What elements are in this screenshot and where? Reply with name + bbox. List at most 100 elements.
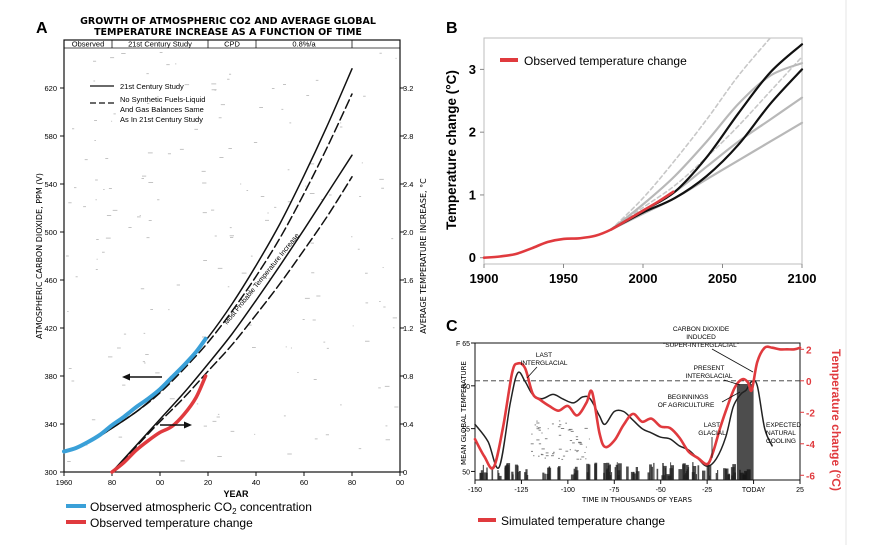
x-tick-label: -50 bbox=[656, 487, 666, 494]
scan-speck bbox=[128, 227, 132, 228]
scan-speck bbox=[271, 88, 275, 89]
scan-speck bbox=[67, 311, 69, 312]
scan-speck bbox=[365, 340, 370, 342]
y-tick-label: 55 bbox=[462, 427, 470, 434]
scan-speck bbox=[142, 175, 147, 177]
legend-temp-label: Observed temperature change bbox=[90, 516, 253, 530]
svg-text:NATURAL: NATURAL bbox=[766, 430, 796, 437]
scan-speck bbox=[357, 248, 360, 250]
scan-speck bbox=[351, 236, 353, 238]
scan-speck bbox=[306, 95, 310, 96]
ice-speck bbox=[536, 426, 538, 428]
ice-block-today bbox=[736, 384, 754, 480]
panel-b-series bbox=[482, 37, 804, 259]
ice-speck bbox=[616, 462, 618, 480]
x-tick-label: 40 bbox=[252, 478, 260, 487]
scan-speck bbox=[260, 196, 265, 197]
x-tick-label: 00 bbox=[396, 478, 404, 487]
y-tick-label: 500 bbox=[44, 228, 57, 237]
scan-speck bbox=[94, 120, 97, 121]
panel-a-ticks: 1960 80 00 20 40 60 80 00 300 340 380 420 460 500 540 5… bbox=[44, 84, 413, 487]
x-tick-label: -75 bbox=[609, 487, 619, 494]
scan-speck bbox=[75, 276, 78, 278]
ice-speck bbox=[558, 434, 562, 436]
scan-speck bbox=[214, 235, 217, 237]
ice-speck bbox=[545, 455, 549, 457]
series-model-dashed-1 bbox=[610, 37, 771, 231]
scan-speck bbox=[184, 84, 190, 86]
panel-c-ticks: -150 -125 -100 -75 -50 -25 TODAY 25 50 55 60 F 65 2 0… bbox=[456, 341, 815, 494]
annotation-beginnings-of-agriculture: BEGINNINGS OF AGRICULTURE bbox=[658, 391, 741, 409]
ice-speck bbox=[557, 426, 561, 428]
scan-speck bbox=[382, 267, 384, 268]
series-model-gray-3 bbox=[610, 121, 804, 231]
ice-speck bbox=[706, 462, 709, 480]
scan-speck bbox=[140, 288, 145, 290]
ice-speck bbox=[544, 457, 546, 459]
scan-speck bbox=[93, 60, 97, 62]
panel-a-right-ylabel: AVERAGE TEMPERATURE INCREASE, °C bbox=[419, 178, 428, 334]
x-tick-label: TODAY bbox=[742, 487, 766, 494]
ice-speck bbox=[647, 472, 650, 480]
x-tick-label: 1900 bbox=[470, 271, 499, 286]
scan-speck bbox=[254, 433, 256, 435]
scan-speck bbox=[71, 380, 75, 382]
y2-tick-label: 0 bbox=[806, 377, 812, 388]
scan-speck bbox=[321, 199, 324, 200]
ice-speck bbox=[586, 472, 590, 480]
scan-speck bbox=[150, 309, 153, 310]
y2-tick-label: 1.6 bbox=[403, 276, 413, 285]
scan-speck bbox=[142, 361, 145, 363]
ice-speck bbox=[584, 452, 586, 453]
scan-speck bbox=[358, 448, 362, 450]
series-temp-no-synfuels bbox=[111, 176, 353, 473]
scan-speck bbox=[314, 438, 318, 440]
ice-speck bbox=[552, 453, 555, 455]
scan-speck bbox=[340, 126, 343, 128]
panel-a-series bbox=[62, 68, 353, 474]
scan-speck bbox=[211, 83, 217, 85]
panel-a-letter: A bbox=[36, 20, 48, 37]
scan-speck bbox=[297, 372, 299, 373]
scan-speck bbox=[274, 206, 277, 208]
y2-tick-label: 2.8 bbox=[403, 132, 413, 141]
scan-speck bbox=[202, 212, 207, 214]
x-tick-label: 25 bbox=[796, 487, 804, 494]
svg-text:"SUPER-INTERGLACIAL": "SUPER-INTERGLACIAL" bbox=[663, 342, 740, 349]
scan-speck bbox=[287, 169, 290, 171]
ice-speck bbox=[578, 442, 582, 444]
x-tick-label: 2100 bbox=[788, 271, 817, 286]
scan-speck bbox=[211, 209, 215, 211]
x-tick-label: 1950 bbox=[549, 271, 578, 286]
y-tick-label: 340 bbox=[44, 420, 57, 429]
scan-speck bbox=[176, 284, 180, 286]
ice-speck bbox=[530, 443, 534, 445]
ice-speck bbox=[560, 428, 565, 429]
ice-speck bbox=[498, 475, 502, 480]
ice-speck bbox=[533, 455, 535, 457]
x-tick-label: -100 bbox=[561, 487, 575, 494]
scan-speck bbox=[302, 319, 305, 320]
scan-speck bbox=[385, 425, 388, 427]
scan-speck bbox=[359, 196, 362, 197]
y2-tick-label: 2.4 bbox=[403, 180, 413, 189]
scan-speck bbox=[326, 347, 329, 349]
scan-speck bbox=[103, 189, 105, 190]
scan-speck bbox=[227, 78, 230, 80]
y-tick-label: 300 bbox=[44, 468, 57, 477]
y-tick-label: 540 bbox=[44, 180, 57, 189]
scan-speck bbox=[145, 354, 149, 355]
scan-speck bbox=[67, 461, 71, 462]
ice-speck bbox=[544, 473, 546, 480]
ice-speck bbox=[572, 442, 575, 444]
ice-speck bbox=[559, 424, 562, 426]
ice-speck bbox=[537, 427, 541, 429]
ice-speck bbox=[569, 449, 571, 451]
scan-speck bbox=[329, 194, 332, 196]
y2-tick-label: 1.2 bbox=[403, 324, 413, 333]
panel-a-xlabel: YEAR bbox=[223, 489, 249, 499]
y-tick-label: 0 bbox=[469, 250, 476, 265]
x-tick-label: 00 bbox=[156, 478, 164, 487]
ice-speck bbox=[536, 428, 540, 430]
ice-speck bbox=[608, 464, 611, 480]
